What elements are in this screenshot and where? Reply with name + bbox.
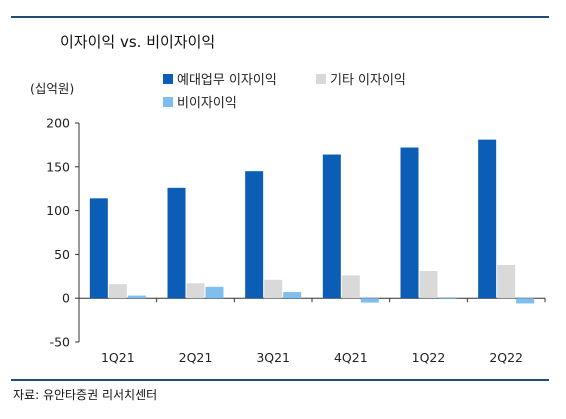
bar-series-1 [400,147,419,299]
bar-series-3 [283,292,302,299]
bar-series-1 [167,187,186,299]
y-tick-label: 50 [54,247,70,262]
bar-series-3 [205,286,224,299]
legend-swatch [163,74,173,84]
y-tick-label: 150 [46,159,70,174]
x-tick-label: 4Q21 [334,350,368,365]
source-note: 자료: 유안타증권 리서치센터 [13,388,158,402]
bar-series-1 [245,171,264,299]
x-axis: 1Q21 2Q21 3Q21 4Q21 1Q22 2Q22 [78,297,546,365]
bar-series-1 [478,139,497,299]
bar-series-3 [360,298,379,303]
bar-series-1 [322,154,341,299]
bar-series-3 [127,295,146,299]
legend-label: 비이자이익 [177,96,237,111]
bars [89,139,535,304]
legend-label: 예대업무 이자이익 [177,73,277,88]
y-axis: -50 0 50 100 150 200 [46,116,80,350]
x-tick-label: 2Q22 [489,350,523,365]
x-tick-label: 1Q22 [412,350,446,365]
bar-series-1 [89,198,108,299]
legend-label: 기타 이자이익 [330,73,406,88]
bar-series-2 [186,283,205,299]
y-tick-label: 100 [46,203,70,218]
bar-series-2 [264,279,283,299]
top-rule [11,16,549,18]
chart-title: 이자이익 vs. 비이자이익 [60,33,215,51]
y-tick-label: -50 [50,335,70,350]
y-tick-label: 0 [62,291,70,306]
legend-swatch [163,97,173,107]
bar-series-2 [341,275,360,299]
y-axis-unit-label: (십억원) [30,81,74,96]
y-tick-label: 200 [46,116,70,131]
x-tick-label: 2Q21 [179,350,213,365]
bar-series-2 [419,271,438,299]
bar-series-3 [438,298,457,300]
x-tick-label: 1Q21 [101,350,135,365]
bar-series-2 [497,264,516,299]
legend-swatch [316,74,326,84]
x-tick-label: 3Q21 [256,350,290,365]
bar-series-2 [108,284,127,299]
bar-series-3 [516,298,535,304]
bottom-rule [11,379,549,381]
